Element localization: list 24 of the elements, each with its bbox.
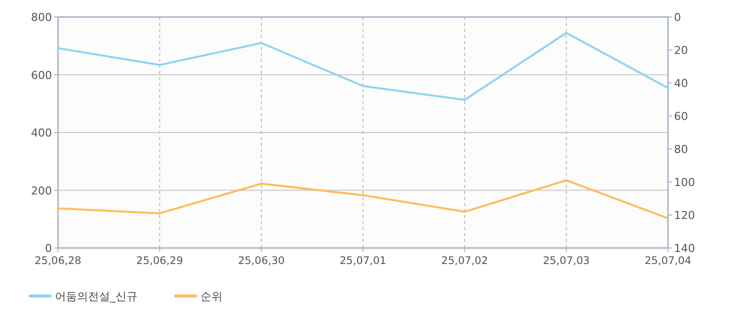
y-tick-label: 600: [31, 68, 52, 82]
x-tick-label: 25,07,02: [441, 255, 488, 267]
y2-tick-label: 40: [674, 77, 688, 90]
y-tick-label: 400: [31, 126, 52, 140]
line-series: [57, 32, 669, 101]
y2-tick-label: 0: [674, 11, 681, 24]
y2-tick-label: 20: [674, 44, 688, 57]
legend-label: 순위: [200, 290, 222, 303]
y2-tick-label: 140: [674, 242, 695, 255]
legend-label: 어둠의전설_신규: [55, 290, 138, 303]
y2-tick-label: 80: [674, 143, 688, 156]
line-series: [57, 179, 669, 220]
y-tick-label: 800: [31, 11, 52, 24]
y-tick-label: 200: [31, 184, 52, 198]
x-tick-label: 25,06,28: [34, 255, 82, 267]
x-tick-label: 25,07,04: [644, 255, 692, 267]
x-tick-label: 25,06,30: [238, 255, 285, 267]
x-tick-label: 25,06,29: [136, 255, 184, 267]
y2-tick-label: 60: [674, 110, 688, 123]
y-tick-label: 0: [45, 242, 52, 255]
x-tick-label: 25,07,03: [542, 255, 590, 267]
x-tick-label: 25,07,01: [340, 255, 386, 267]
y2-tick-label: 120: [674, 209, 695, 222]
y2-tick-label: 100: [674, 176, 695, 189]
